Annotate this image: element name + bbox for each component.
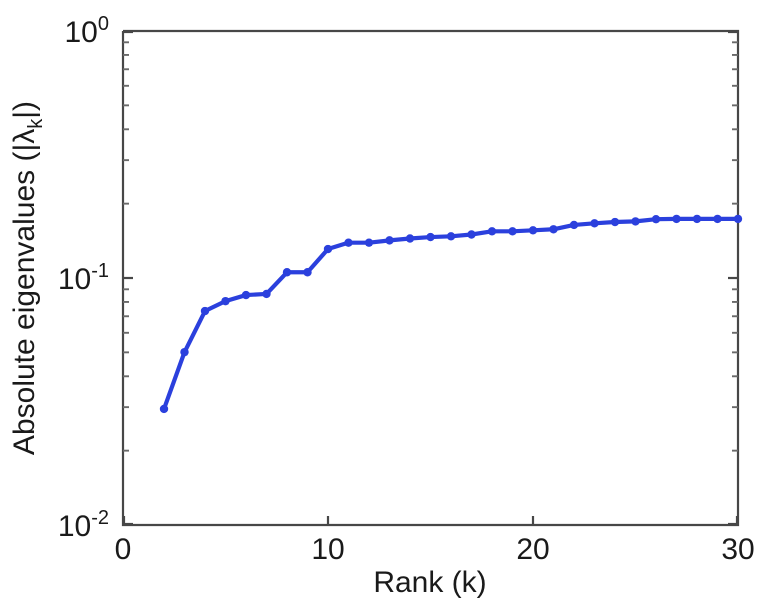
y-axis-label-group: Absolute eigenvalues (|λk|) xyxy=(8,101,47,455)
x-axis-label: Rank (k) xyxy=(373,566,486,599)
y-tick-label-10e-2: 10-2 xyxy=(58,507,109,543)
x-tick-label-0: 0 xyxy=(115,533,132,566)
y-tick-label-10e-1: 10-1 xyxy=(58,260,109,296)
data-point xyxy=(549,225,558,234)
data-series-group xyxy=(159,214,743,414)
data-point xyxy=(672,214,681,224)
eigenvalue-markers xyxy=(159,214,743,414)
data-point xyxy=(692,214,702,224)
data-point xyxy=(282,268,292,277)
data-point xyxy=(569,220,579,230)
data-point xyxy=(651,215,661,224)
data-point xyxy=(610,217,620,227)
data-point xyxy=(303,268,312,277)
data-point xyxy=(631,217,640,226)
data-point xyxy=(487,227,497,236)
data-point xyxy=(323,244,333,254)
data-point xyxy=(159,404,169,414)
y-tick-label-10e0: 100 xyxy=(65,13,110,49)
x-axis-ticks xyxy=(122,516,739,525)
data-point xyxy=(405,234,415,243)
data-point xyxy=(713,214,722,224)
data-point xyxy=(590,219,599,228)
data-point xyxy=(364,238,374,247)
data-point xyxy=(200,306,210,316)
axes-box xyxy=(121,29,740,527)
y-axis-minor-ticks xyxy=(123,41,738,452)
data-point xyxy=(241,290,251,300)
y-axis-tick-labels: 100 10-1 10-2 xyxy=(58,13,109,543)
x-tick-label-10: 10 xyxy=(311,533,344,566)
y-axis-label: Absolute eigenvalues (|λk|) xyxy=(8,101,47,455)
data-point xyxy=(508,227,517,236)
data-point xyxy=(344,238,353,247)
data-point xyxy=(528,226,538,235)
data-point xyxy=(180,347,189,357)
data-point xyxy=(426,232,435,242)
y-axis-major-ticks xyxy=(123,30,738,526)
data-point xyxy=(385,236,394,245)
x-axis-tick-labels: 0 10 20 30 xyxy=(115,533,755,566)
eigenvalue-line xyxy=(161,216,741,412)
data-point xyxy=(446,232,456,241)
data-point xyxy=(467,230,476,239)
data-point xyxy=(262,289,271,299)
data-point xyxy=(733,214,743,224)
y-axis-label-subscript: k xyxy=(25,118,47,129)
data-point xyxy=(221,296,230,306)
x-tick-label-30: 30 xyxy=(721,533,754,566)
x-tick-label-20: 20 xyxy=(516,533,549,566)
